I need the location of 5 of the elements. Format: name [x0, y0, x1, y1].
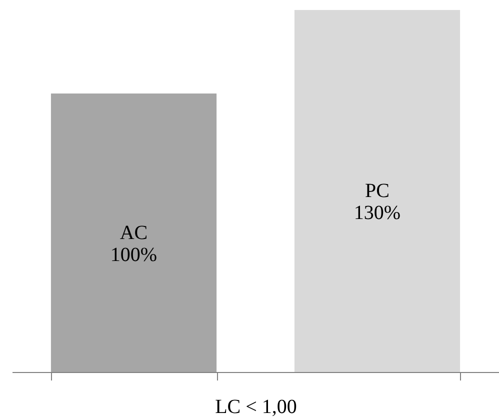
data-label: 100% — [110, 244, 158, 266]
data-label: 130% — [354, 202, 401, 224]
x-tick-label: PC — [365, 180, 390, 202]
x-tick-label: AC — [120, 222, 148, 244]
x-axis-title: LC < 1,00 — [215, 396, 297, 418]
